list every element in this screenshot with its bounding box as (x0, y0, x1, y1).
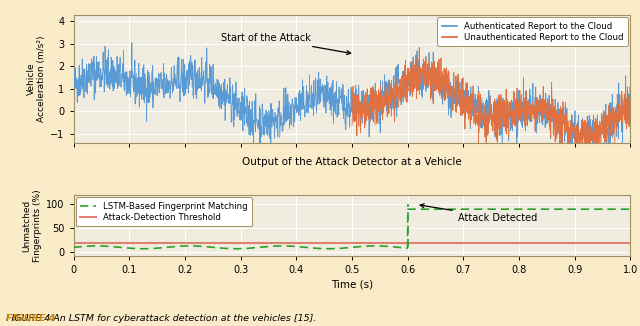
Y-axis label: Vehicle
Acceleration (m/s²): Vehicle Acceleration (m/s²) (27, 36, 46, 122)
Text: FIGURE 4: FIGURE 4 (6, 314, 56, 323)
Legend: Authenticated Report to the Cloud, Unauthenticated Report to the Cloud: Authenticated Report to the Cloud, Unaut… (437, 17, 628, 46)
X-axis label: Time (s): Time (s) (331, 279, 373, 289)
Legend: LSTM-Based Fingerprint Matching, Attack-Detection Threshold: LSTM-Based Fingerprint Matching, Attack-… (76, 198, 252, 226)
Text: Attack Detected: Attack Detected (420, 204, 537, 223)
Text: Start of the Attack: Start of the Attack (221, 33, 351, 54)
X-axis label: Output of the Attack Detector at a Vehicle: Output of the Attack Detector at a Vehic… (242, 157, 462, 168)
Text: FIGURE 4 An LSTM for cyberattack detection at the vehicles [15].: FIGURE 4 An LSTM for cyberattack detecti… (6, 314, 317, 323)
Y-axis label: Unmatched
Fingerprints (%): Unmatched Fingerprints (%) (22, 189, 42, 262)
